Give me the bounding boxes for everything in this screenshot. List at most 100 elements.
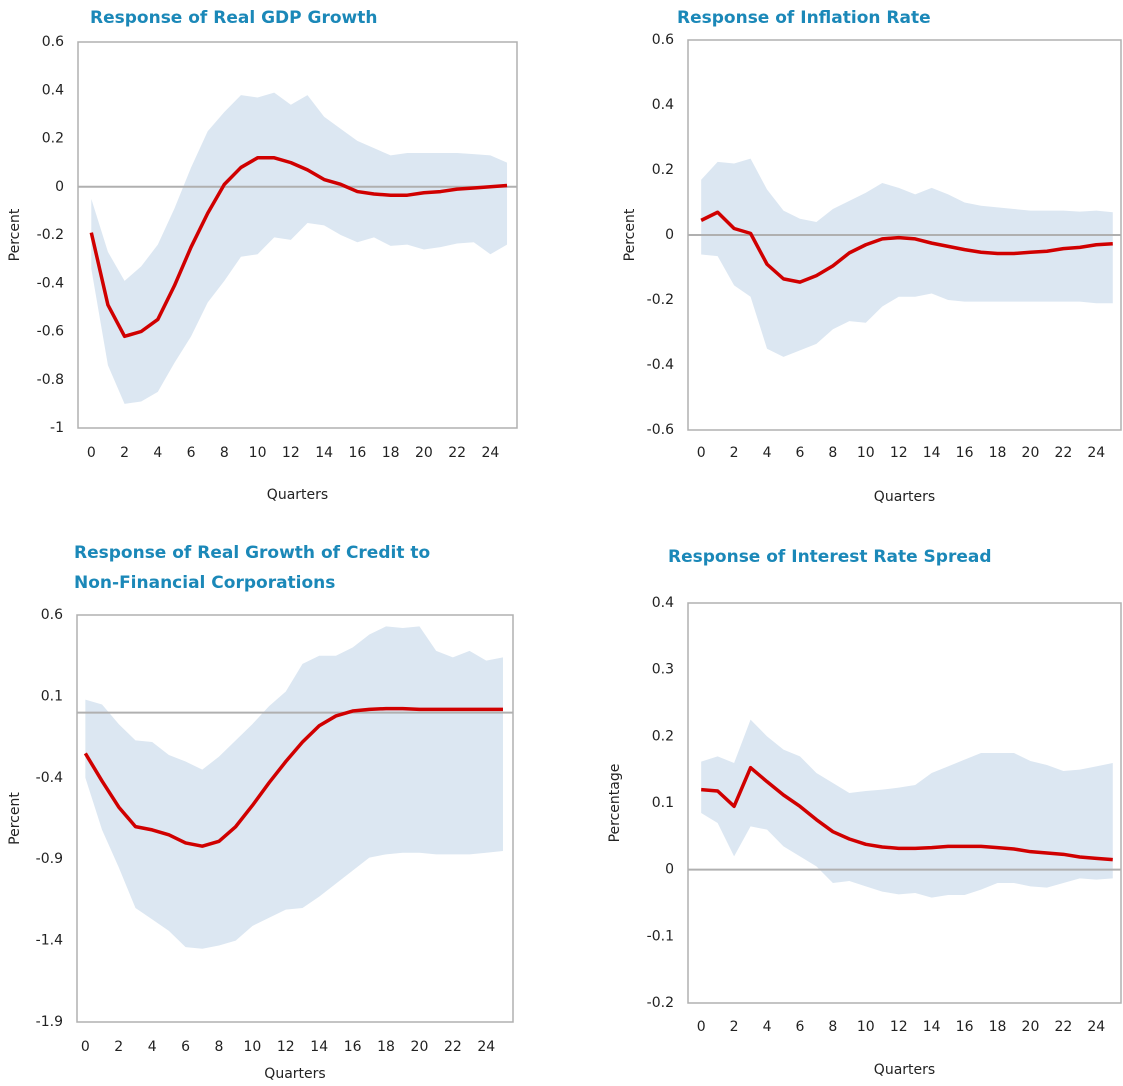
x-tick-label: 16 [956, 1019, 974, 1035]
x-tick-label: 6 [795, 445, 804, 461]
y-tick-label: 0.1 [652, 795, 674, 811]
x-axis-label: Quarters [874, 1062, 935, 1078]
plot-frame [77, 41, 518, 429]
y-tick-label: 0.4 [652, 595, 674, 611]
x-tick-label: 2 [120, 445, 129, 461]
x-tick-label: 10 [857, 1019, 875, 1035]
y-tick-label: -0.4 [37, 275, 64, 291]
x-tick-label: 16 [348, 445, 366, 461]
x-tick-label: 0 [697, 445, 706, 461]
confidence-band [701, 158, 1113, 357]
x-tick-label: 16 [956, 445, 974, 461]
x-tick-label: 18 [989, 445, 1007, 461]
x-tick-label: 16 [344, 1039, 362, 1055]
x-tick-label: 20 [1022, 1019, 1040, 1035]
y-tick-label: -0.9 [36, 851, 63, 867]
plot-frame [687, 602, 1122, 1004]
x-axis-label: Quarters [267, 487, 328, 503]
x-tick-label: 10 [857, 445, 875, 461]
y-tick-label: 0.1 [41, 688, 63, 704]
y-tick-label: -0.4 [36, 770, 63, 786]
y-tick-label: 0.6 [41, 607, 63, 623]
x-tick-label: 12 [282, 445, 300, 461]
x-tick-label: 6 [795, 1019, 804, 1035]
y-axis-label: Percent [622, 208, 638, 261]
y-tick-label: 0.2 [652, 728, 674, 744]
confidence-band [85, 626, 503, 949]
confidence-band [701, 719, 1113, 898]
x-tick-label: 24 [477, 1039, 495, 1055]
x-axis-label: Quarters [264, 1066, 325, 1082]
x-tick-label: 8 [220, 445, 229, 461]
x-tick-label: 8 [215, 1039, 224, 1055]
y-tick-label: 0.2 [42, 131, 64, 147]
x-tick-label: 0 [81, 1039, 90, 1055]
x-tick-label: 12 [890, 1019, 908, 1035]
x-tick-label: 14 [923, 1019, 941, 1035]
x-tick-label: 12 [890, 445, 908, 461]
x-tick-label: 4 [763, 1019, 772, 1035]
x-tick-label: 24 [1087, 1019, 1105, 1035]
x-tick-label: 4 [763, 445, 772, 461]
x-tick-label: 4 [148, 1039, 157, 1055]
y-tick-label: 0 [665, 862, 674, 878]
x-axis-label: Quarters [874, 489, 935, 505]
y-tick-label: -1.9 [36, 1014, 63, 1030]
y-axis-label: Percent [7, 792, 23, 845]
y-tick-label: -0.2 [647, 292, 674, 308]
y-tick-label: -0.4 [647, 357, 674, 373]
x-tick-label: 8 [828, 445, 837, 461]
chart-title: Response of Real GDP Growth [90, 8, 377, 28]
x-tick-label: 24 [481, 445, 499, 461]
response-line [89, 156, 508, 339]
x-tick-label: 14 [315, 445, 333, 461]
y-tick-label: -0.1 [647, 928, 674, 944]
response-line [83, 706, 503, 848]
x-tick-label: 6 [181, 1039, 190, 1055]
x-tick-label: 0 [87, 445, 96, 461]
x-tick-label: 10 [249, 445, 267, 461]
y-tick-label: 0.6 [652, 32, 674, 48]
y-tick-label: -1 [50, 420, 64, 436]
y-tick-label: 0.4 [42, 82, 64, 98]
y-tick-label: -1.4 [36, 933, 63, 949]
x-tick-label: 2 [114, 1039, 123, 1055]
y-tick-label: -0.2 [647, 995, 674, 1011]
chart-title: Response of Real Growth of Credit to [74, 543, 430, 563]
chart-title: Response of Inflation Rate [677, 8, 931, 28]
x-tick-label: 22 [1054, 445, 1072, 461]
x-tick-label: 2 [730, 1019, 739, 1035]
confidence-band [91, 92, 508, 404]
x-tick-label: 4 [153, 445, 162, 461]
x-tick-label: 14 [923, 445, 941, 461]
y-axis-label: Percent [7, 208, 23, 261]
plot-frame [76, 614, 514, 1023]
chart-title: Response of Interest Rate Spread [668, 547, 992, 567]
y-tick-label: 0 [55, 179, 64, 195]
x-tick-label: 2 [730, 445, 739, 461]
x-tick-label: 18 [377, 1039, 395, 1055]
y-tick-label: 0.6 [42, 34, 64, 50]
y-tick-label: -0.2 [37, 227, 64, 243]
x-tick-label: 20 [415, 445, 433, 461]
y-tick-label: 0 [665, 227, 674, 243]
x-tick-label: 12 [277, 1039, 295, 1055]
x-tick-label: 22 [448, 445, 466, 461]
x-tick-label: 6 [187, 445, 196, 461]
response-line [701, 765, 1113, 862]
x-tick-label: 22 [1054, 1019, 1072, 1035]
chart-title: Non-Financial Corporations [74, 573, 335, 593]
x-tick-label: 18 [989, 1019, 1007, 1035]
x-tick-label: 20 [1022, 445, 1040, 461]
x-tick-label: 14 [310, 1039, 328, 1055]
y-axis-label: Percentage [607, 764, 623, 843]
x-tick-label: 22 [444, 1039, 462, 1055]
y-tick-label: 0.4 [652, 97, 674, 113]
x-tick-label: 8 [828, 1019, 837, 1035]
x-tick-label: 18 [382, 445, 400, 461]
x-tick-label: 24 [1087, 445, 1105, 461]
x-tick-label: 0 [697, 1019, 706, 1035]
x-tick-label: 20 [411, 1039, 429, 1055]
x-tick-label: 10 [243, 1039, 261, 1055]
